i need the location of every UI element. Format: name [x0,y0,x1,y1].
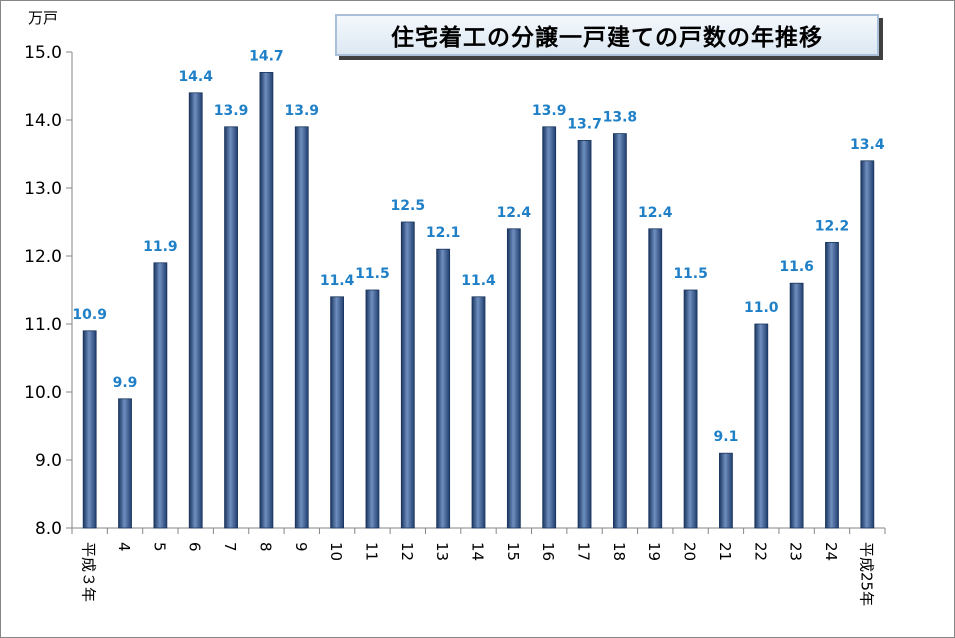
x-tick-label: 平成３年 [80,542,98,602]
x-tick-label: 4 [115,542,133,552]
data-label: 13.7 [567,116,602,132]
y-tick-label: 12.0 [24,247,62,267]
bar [188,92,203,529]
bar [683,289,698,529]
data-label: 11.4 [320,273,355,289]
y-tick-label: 11.0 [24,315,62,335]
bar [471,296,486,529]
x-tick-label: 5 [150,542,168,552]
data-label: 12.5 [391,198,426,214]
data-label: 13.4 [850,137,885,153]
chart-title: 住宅着工の分譲一戸建ての戸数の年推移 [391,25,823,51]
x-tick-label: 6 [186,542,204,552]
bar [224,126,238,529]
x-tick-label: 平成25年 [857,542,875,606]
data-label: 11.5 [673,266,708,282]
bar [82,330,97,529]
chart-title-box: 住宅着工の分譲一戸建ての戸数の年推移 [335,14,879,56]
data-label: 12.4 [497,205,532,221]
bar [330,296,345,529]
bar [259,72,274,529]
data-label: 9.1 [714,429,739,445]
data-label: 13.9 [532,103,567,119]
x-tick-label: 22 [751,542,769,561]
x-tick-label: 9 [292,542,310,552]
bar [612,133,627,529]
x-tick-label: 10 [327,542,345,561]
data-label: 11.6 [779,259,814,275]
y-tick-label: 8.0 [35,519,62,539]
x-tick-label: 16 [539,542,557,561]
bar [719,452,733,529]
data-label: 9.9 [113,375,138,391]
x-tick-label: 21 [716,542,734,561]
data-label: 13.9 [214,103,249,119]
bar [860,160,875,529]
x-tick-label: 13 [433,542,451,561]
bar [789,282,804,529]
bar [118,398,132,529]
bar [400,221,415,529]
bar [754,323,769,529]
x-tick-label: 20 [681,542,699,561]
bar [294,126,309,529]
y-tick-label: 14.0 [24,111,62,131]
data-label: 10.9 [72,307,107,323]
data-label: 13.8 [603,110,638,126]
x-tick-label: 8 [256,542,274,552]
y-tick-label: 10.0 [24,383,62,403]
data-label: 14.7 [249,48,284,64]
bar [506,228,521,529]
data-label: 14.4 [178,69,213,85]
data-label: 12.1 [426,225,461,241]
data-label: 13.9 [284,103,319,119]
bar [365,289,380,529]
data-label: 11.0 [744,300,779,316]
y-tick-label: 15.0 [24,43,62,63]
data-label: 12.2 [815,218,850,234]
data-label: 11.5 [355,266,390,282]
x-tick-label: 15 [504,542,522,561]
bar [577,139,592,529]
x-tick-label: 23 [787,542,805,561]
x-tick-label: 19 [645,542,663,561]
bar [153,262,168,529]
x-tick-label: 11 [362,542,380,561]
x-tick-label: 24 [822,542,840,561]
x-tick-label: 12 [398,542,416,561]
x-tick-label: 18 [610,542,628,561]
bar [648,228,663,529]
unit-label: 万戸 [28,9,59,27]
y-tick-label: 9.0 [35,451,62,471]
x-tick-label: 17 [575,542,593,561]
data-label: 11.4 [461,273,496,289]
bar [542,126,557,529]
x-tick-label: 7 [221,542,239,552]
data-label: 12.4 [638,205,673,221]
data-label: 11.9 [143,239,178,255]
x-tick-label: 14 [469,542,487,561]
y-tick-label: 13.0 [24,179,62,199]
bar [436,248,451,529]
bar [825,241,839,529]
